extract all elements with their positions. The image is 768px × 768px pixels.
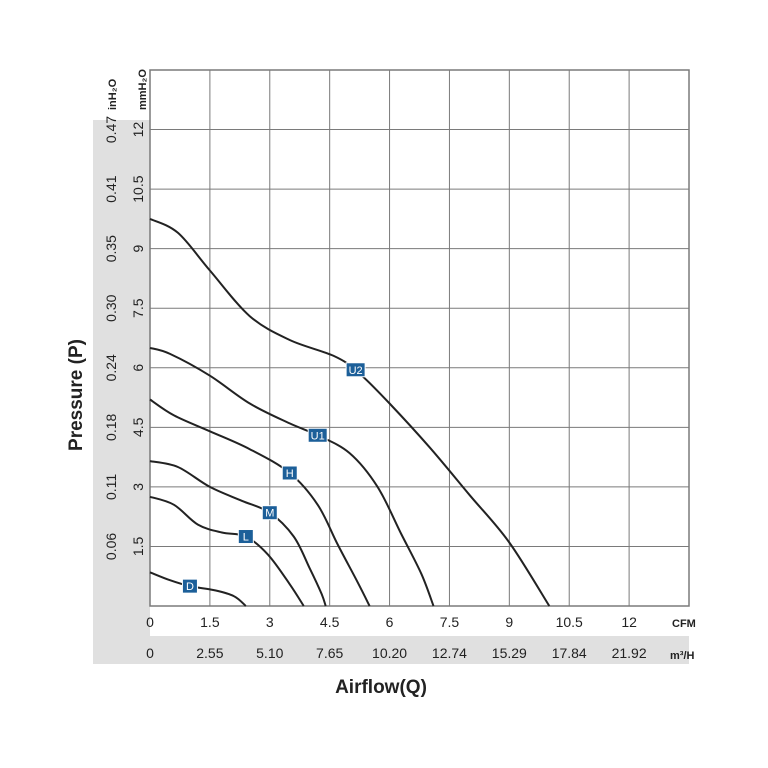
badge-box <box>307 427 328 443</box>
x-tick-label-m3h: 12.74 <box>432 645 467 661</box>
curve-l <box>149 495 305 607</box>
y-axis-title: Pressure (P) <box>66 339 87 451</box>
tick-labels: 0 1.5 3 4.5 6 7.5 9 10.5 12 0 2.55 5.10 7.65 10.20 12.… <box>103 116 647 661</box>
badge-box <box>281 465 298 481</box>
badge-box <box>345 362 366 378</box>
badge-box <box>261 505 278 521</box>
x-tick-label-m3h: 0 <box>146 645 154 661</box>
y-tick-label-mmh2o: 10.5 <box>130 175 146 202</box>
x-unit-cfm: CFM <box>672 618 696 630</box>
badge-label: L <box>243 532 249 544</box>
x-axis-band <box>93 636 689 664</box>
y-axis-band <box>93 120 150 664</box>
badge-box <box>181 578 198 594</box>
y-tick-label-mmh2o: 4.5 <box>130 417 146 437</box>
x-tick-label-m3h: 7.65 <box>316 645 343 661</box>
y-tick-label-mmh2o: 3 <box>130 483 146 491</box>
x-tick-label-cfm: 1.5 <box>200 614 220 630</box>
curve-d <box>149 571 247 607</box>
grid <box>150 70 689 606</box>
badge-label: D <box>186 581 194 593</box>
y-tick-label-mmh2o: 1.5 <box>130 537 146 557</box>
x-tick-label-m3h: 15.29 <box>492 645 527 661</box>
y-tick-label-inh2o: 0.24 <box>103 354 119 381</box>
x-tick-label-cfm: 7.5 <box>440 614 460 630</box>
y-tick-label-mmh2o: 6 <box>130 364 146 372</box>
y-tick-label-mmh2o: 9 <box>130 245 146 253</box>
y-tick-label-mmh2o: 7.5 <box>130 298 146 318</box>
y-tick-label-inh2o: 0.06 <box>103 533 119 560</box>
plot-frame <box>149 69 690 607</box>
x-tick-label-cfm: 3 <box>266 614 274 630</box>
x-tick-label-cfm: 12 <box>621 614 637 630</box>
curve-badge-u1: U1 <box>307 427 328 443</box>
curve-badge-h: H <box>281 465 298 481</box>
plot-background <box>150 70 689 606</box>
y-tick-label-inh2o: 0.11 <box>103 474 119 500</box>
x-tick-label-cfm: 4.5 <box>320 614 340 630</box>
curve-badge-l: L <box>237 529 254 545</box>
y-tick-label-inh2o: 0.41 <box>103 175 119 202</box>
badge-label: M <box>265 508 274 520</box>
y-tick-label-mmh2o: 12 <box>130 122 146 138</box>
x-unit-m3h: m³/H <box>670 650 695 662</box>
badge-box <box>237 529 254 545</box>
x-tick-label-cfm: 9 <box>505 614 513 630</box>
x-tick-label-m3h: 5.10 <box>256 645 283 661</box>
y-unit-inh2o: inH₂O <box>107 78 119 110</box>
curve-badge-m: M <box>261 505 278 521</box>
y-tick-label-inh2o: 0.47 <box>103 116 119 143</box>
x-tick-label-m3h: 17.84 <box>552 645 587 661</box>
y-tick-label-inh2o: 0.35 <box>103 235 119 262</box>
y-tick-label-inh2o: 0.18 <box>103 413 119 440</box>
y-tick-label-inh2o: 0.30 <box>103 294 119 321</box>
x-tick-label-cfm: 6 <box>386 614 394 630</box>
curve-badge-d: D <box>181 578 198 594</box>
x-tick-label-m3h: 10.20 <box>372 645 407 661</box>
x-axis-title: Airflow(Q) <box>335 677 427 698</box>
badge-label: U2 <box>349 365 363 377</box>
x-tick-label-cfm: 0 <box>146 614 154 630</box>
curve-badge-u2: U2 <box>345 362 366 378</box>
x-tick-label-cfm: 10.5 <box>556 614 583 630</box>
badge-label: H <box>286 468 294 480</box>
badge-label: U1 <box>311 430 325 442</box>
curve-badges: U2 U1 H M L D <box>181 362 366 594</box>
y-unit-mmh2o: mmH₂O <box>137 69 149 110</box>
x-tick-label-m3h: 2.55 <box>196 645 223 661</box>
x-tick-label-m3h: 21.92 <box>612 645 647 661</box>
